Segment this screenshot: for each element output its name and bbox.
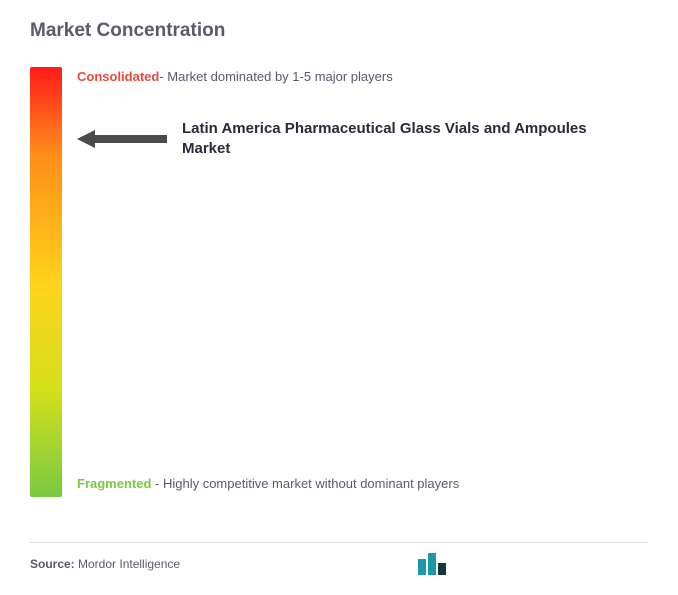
source-label: Source: — [30, 557, 78, 571]
footer: Source: Mordor Intelligence — [30, 542, 648, 575]
logo-bar-3 — [438, 563, 446, 575]
consolidated-keyword: Consolidated — [77, 69, 159, 84]
consolidated-description: - Market dominated by 1-5 major players — [159, 69, 392, 84]
arrow-head — [77, 130, 95, 148]
fragmented-keyword: Fragmented — [77, 476, 151, 491]
market-name: Latin America Pharmaceutical Glass Vials… — [182, 119, 602, 160]
fragmented-description: - Highly competitive market without domi… — [151, 476, 459, 491]
concentration-diagram: Consolidated- Market dominated by 1-5 ma… — [30, 67, 648, 517]
arrow-line — [95, 135, 167, 143]
source-name: Mordor Intelligence — [78, 557, 180, 571]
concentration-gradient-bar — [30, 67, 62, 497]
labels-area: Consolidated- Market dominated by 1-5 ma… — [77, 67, 648, 497]
arrow-left-icon — [77, 130, 167, 148]
logo-bar-1 — [418, 559, 426, 575]
fragmented-label: Fragmented - Highly competitive market w… — [77, 474, 459, 495]
page-title: Market Concentration — [30, 20, 648, 42]
source-attribution: Source: Mordor Intelligence — [30, 557, 180, 571]
logo-bar-2 — [428, 553, 436, 575]
mordor-logo-icon — [418, 553, 448, 575]
consolidated-label: Consolidated- Market dominated by 1-5 ma… — [77, 69, 393, 84]
market-pointer: Latin America Pharmaceutical Glass Vials… — [77, 119, 602, 160]
